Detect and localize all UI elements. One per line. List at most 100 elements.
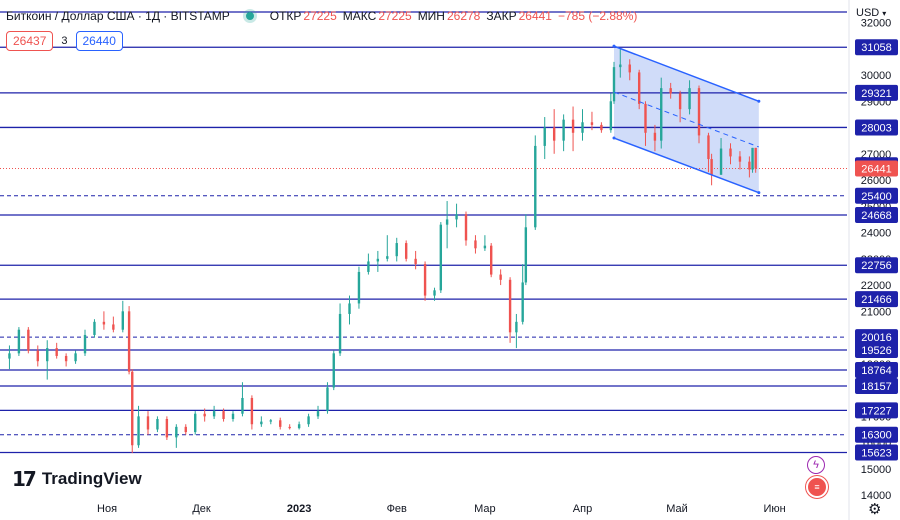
level-price-label-bg [855, 119, 898, 136]
bolt-icon[interactable]: ϟ [807, 456, 825, 474]
candle-body [332, 353, 335, 388]
candle-body [489, 245, 493, 275]
candle-body [508, 279, 512, 333]
candle [279, 417, 282, 430]
candle-body [367, 261, 370, 272]
candle [524, 214, 528, 286]
candle [376, 250, 380, 272]
candle [165, 416, 169, 440]
open-label: ОТКР [269, 9, 302, 23]
candle [184, 424, 187, 435]
candle [414, 250, 417, 270]
currency-label: USD [856, 7, 880, 19]
candle-body [93, 321, 96, 335]
candle [754, 147, 757, 173]
candle-body [386, 256, 389, 259]
candle-body [348, 303, 351, 314]
settings-gear-icon[interactable]: ⚙ [868, 501, 882, 518]
currency-selector[interactable]: USD ▾ [856, 7, 886, 19]
us-flag-icon[interactable]: ≡ [806, 476, 828, 498]
channel-anchor [757, 99, 761, 103]
y-tick-label: 32000 [861, 18, 892, 30]
candle-body [269, 420, 272, 422]
tradingview-logo[interactable]: 17 TradingView [12, 467, 142, 491]
candle-body [515, 321, 518, 333]
candle-body [307, 416, 310, 425]
candle-body [231, 413, 235, 419]
candle-body [146, 416, 150, 430]
candle-body [121, 311, 124, 330]
candle [367, 253, 370, 275]
candle-body [521, 282, 524, 322]
candle [719, 138, 723, 175]
candle-body [288, 426, 291, 429]
candle [748, 156, 751, 178]
level-price-label-bg [855, 291, 898, 308]
candle-body [241, 397, 244, 414]
channel-anchor [612, 136, 616, 140]
candle [423, 261, 427, 301]
candle-body [46, 348, 49, 362]
candle-body [571, 119, 575, 133]
x-tick-label: Апр [573, 503, 592, 515]
candle [175, 424, 178, 448]
candle-body [74, 353, 77, 362]
candle-body [552, 127, 556, 141]
buy-button[interactable]: 26440 [75, 31, 123, 51]
low-value: 26278 [446, 9, 481, 23]
candle-body [165, 418, 169, 438]
live-dot-icon [245, 12, 254, 20]
candle-body [203, 413, 206, 417]
candle [678, 90, 682, 123]
candle-body [483, 245, 487, 249]
x-tick-label: Ноя [97, 503, 117, 515]
candle [241, 382, 244, 417]
level-price-label-bg [855, 444, 898, 461]
candle [628, 59, 631, 81]
sell-button[interactable]: 26437 [6, 31, 54, 51]
candle [688, 80, 691, 115]
candle-body [17, 329, 21, 354]
y-tick-label: 14000 [861, 490, 892, 502]
candle [8, 345, 11, 370]
candle-body [499, 274, 502, 280]
candle [156, 416, 159, 433]
symbol-title[interactable]: Биткоин / Доллар США · 1Д · BITSTAMP [6, 9, 230, 23]
spread-value: 3 [61, 35, 68, 47]
x-tick-label: Фев [387, 503, 407, 515]
candle [590, 111, 594, 131]
candle-body [316, 411, 320, 417]
candle-body [297, 424, 301, 429]
candle [137, 405, 140, 448]
candle-body [455, 214, 458, 220]
change-value: −785 (−2.88%) [557, 9, 638, 23]
candle-body [279, 420, 282, 427]
y-tick-label: 22000 [861, 280, 892, 292]
candle-body [64, 355, 68, 362]
chart-header: Биткоин / Доллар США · 1Д · BITSTAMP ОТК… [6, 4, 637, 28]
candle-body [697, 88, 701, 136]
candle [521, 264, 524, 325]
logo-text: TradingView [41, 469, 142, 488]
candle-body [112, 324, 115, 330]
candle [102, 311, 106, 330]
candle [338, 303, 342, 356]
candle [499, 269, 502, 286]
candle-body [414, 258, 417, 265]
candle [637, 69, 641, 110]
y-tick-label: 21000 [861, 306, 892, 318]
candle-body [748, 161, 751, 170]
candle [326, 382, 329, 414]
candle-body [707, 135, 710, 160]
level-price-label-bg [855, 257, 898, 274]
channel-upper-line [613, 45, 760, 102]
candle-body [644, 103, 647, 133]
order-panel: 26437 3 26440 [6, 31, 123, 51]
candle [571, 106, 575, 152]
channel-lower-line [613, 137, 760, 194]
candle-body [357, 271, 361, 304]
candle [697, 85, 701, 144]
candle [146, 411, 150, 435]
